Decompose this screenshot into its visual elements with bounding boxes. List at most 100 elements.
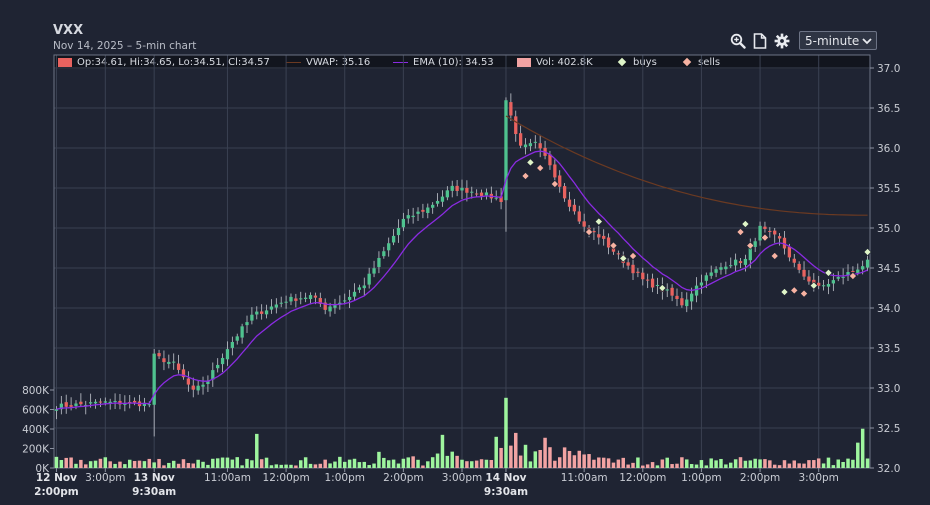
volume-bar: [411, 456, 415, 468]
volume-bar: [313, 464, 318, 468]
volume-bar: [401, 458, 406, 468]
candle-body: [59, 403, 63, 410]
candle-body: [577, 211, 581, 222]
volume-tick-label: 200K: [22, 444, 50, 456]
candle-body: [357, 287, 362, 290]
volume-bar: [758, 459, 762, 468]
volume-bar: [445, 455, 450, 468]
time-tick-label: 2:00pm: [383, 472, 423, 484]
price-tick-label: 36.0: [877, 143, 900, 155]
candle-body: [636, 271, 640, 273]
volume-bar: [333, 461, 337, 468]
volume-bar: [841, 461, 845, 468]
gear-icon[interactable]: [773, 32, 791, 50]
legend-volume-text: Vol: 402.8K: [536, 56, 593, 68]
candle-body: [616, 253, 621, 255]
candle-body: [308, 295, 313, 300]
volume-bars: [54, 397, 870, 469]
candle-body: [670, 287, 674, 296]
price-tick-label: 33.0: [877, 383, 900, 395]
candle-body: [465, 187, 469, 193]
candle-body: [582, 221, 586, 227]
candle-body: [196, 385, 200, 391]
volume-bar: [289, 464, 293, 468]
candle-body: [113, 400, 117, 402]
sell-marker: [800, 289, 809, 298]
volume-bar: [523, 444, 528, 468]
volume-bar: [802, 463, 806, 468]
candle-body: [665, 289, 669, 291]
volume-bar: [181, 459, 186, 468]
volume-tick-label: 400K: [22, 424, 50, 436]
volume-bar: [123, 464, 127, 468]
candle-body: [54, 409, 59, 411]
candlesticks: [54, 93, 870, 437]
candle-body: [304, 297, 308, 299]
interval-select[interactable]: 5-minute: [799, 31, 877, 50]
volume-bar: [807, 460, 811, 468]
candle-body: [685, 299, 689, 307]
candle-body: [401, 218, 406, 228]
volume-bar: [816, 458, 821, 468]
volume-bar: [831, 465, 836, 468]
sell-marker: [746, 241, 755, 250]
candle-body: [773, 230, 777, 235]
price-tick-label: 33.5: [877, 343, 900, 355]
volume-bar: [587, 454, 591, 468]
candle-body: [294, 298, 298, 301]
volume-bar: [342, 461, 347, 468]
candle-body: [484, 192, 489, 196]
legend-buys-text: buys: [633, 56, 657, 68]
candle-body: [382, 251, 386, 257]
zoom-icon[interactable]: [729, 32, 747, 50]
candle-body: [704, 275, 708, 281]
volume-bar: [821, 463, 826, 468]
volume-bar: [255, 433, 259, 469]
sell-marker: [585, 227, 594, 237]
candle-body: [255, 311, 259, 315]
volume-bar: [421, 465, 425, 468]
price-tick-label: 36.5: [877, 103, 900, 115]
legend-vwap: VWAP: 35.16: [286, 55, 370, 69]
chart-grid: [54, 55, 870, 469]
volume-bar: [562, 447, 567, 468]
candle-body: [220, 357, 225, 365]
trade-markers: [521, 158, 872, 298]
candle-body: [518, 133, 523, 146]
buy-marker: [809, 281, 818, 290]
chart-toolbar: 5-minute: [729, 30, 877, 51]
volume-bar: [797, 463, 801, 468]
volume-bar: [489, 460, 494, 468]
candle-body: [411, 215, 415, 218]
vwap-swatch: [286, 61, 301, 63]
candle-body: [694, 285, 699, 296]
candle-body: [460, 187, 464, 191]
sell-marker: [609, 241, 618, 250]
volume-bar: [548, 447, 552, 468]
ema-line: [56, 150, 868, 410]
price-tick-label: 32.0: [877, 463, 900, 475]
volume-bar: [54, 456, 59, 468]
legend-sells-text: sells: [698, 56, 721, 68]
candle-body: [787, 246, 792, 258]
volume-bar: [357, 462, 362, 468]
volume-bar: [279, 464, 283, 468]
chevron-down-icon: [862, 34, 872, 48]
vwap-line: [505, 115, 868, 216]
volume-bar: [665, 457, 669, 468]
buy-marker: [741, 219, 750, 229]
chart-subtitle: Nov 14, 2025 – 5-min chart: [53, 40, 197, 52]
candle-body: [318, 298, 322, 304]
time-tick-label: 13 Nov: [134, 472, 175, 484]
document-icon[interactable]: [751, 32, 769, 50]
volume-bar: [645, 464, 650, 468]
candle-body: [79, 401, 83, 405]
volume-bar: [465, 461, 469, 468]
volume-bar: [670, 464, 674, 468]
price-tick-label: 32.5: [877, 423, 900, 435]
volume-bar: [137, 460, 142, 468]
candle-body: [631, 264, 635, 274]
volume-bar: [103, 457, 108, 468]
candle-body: [523, 144, 528, 148]
